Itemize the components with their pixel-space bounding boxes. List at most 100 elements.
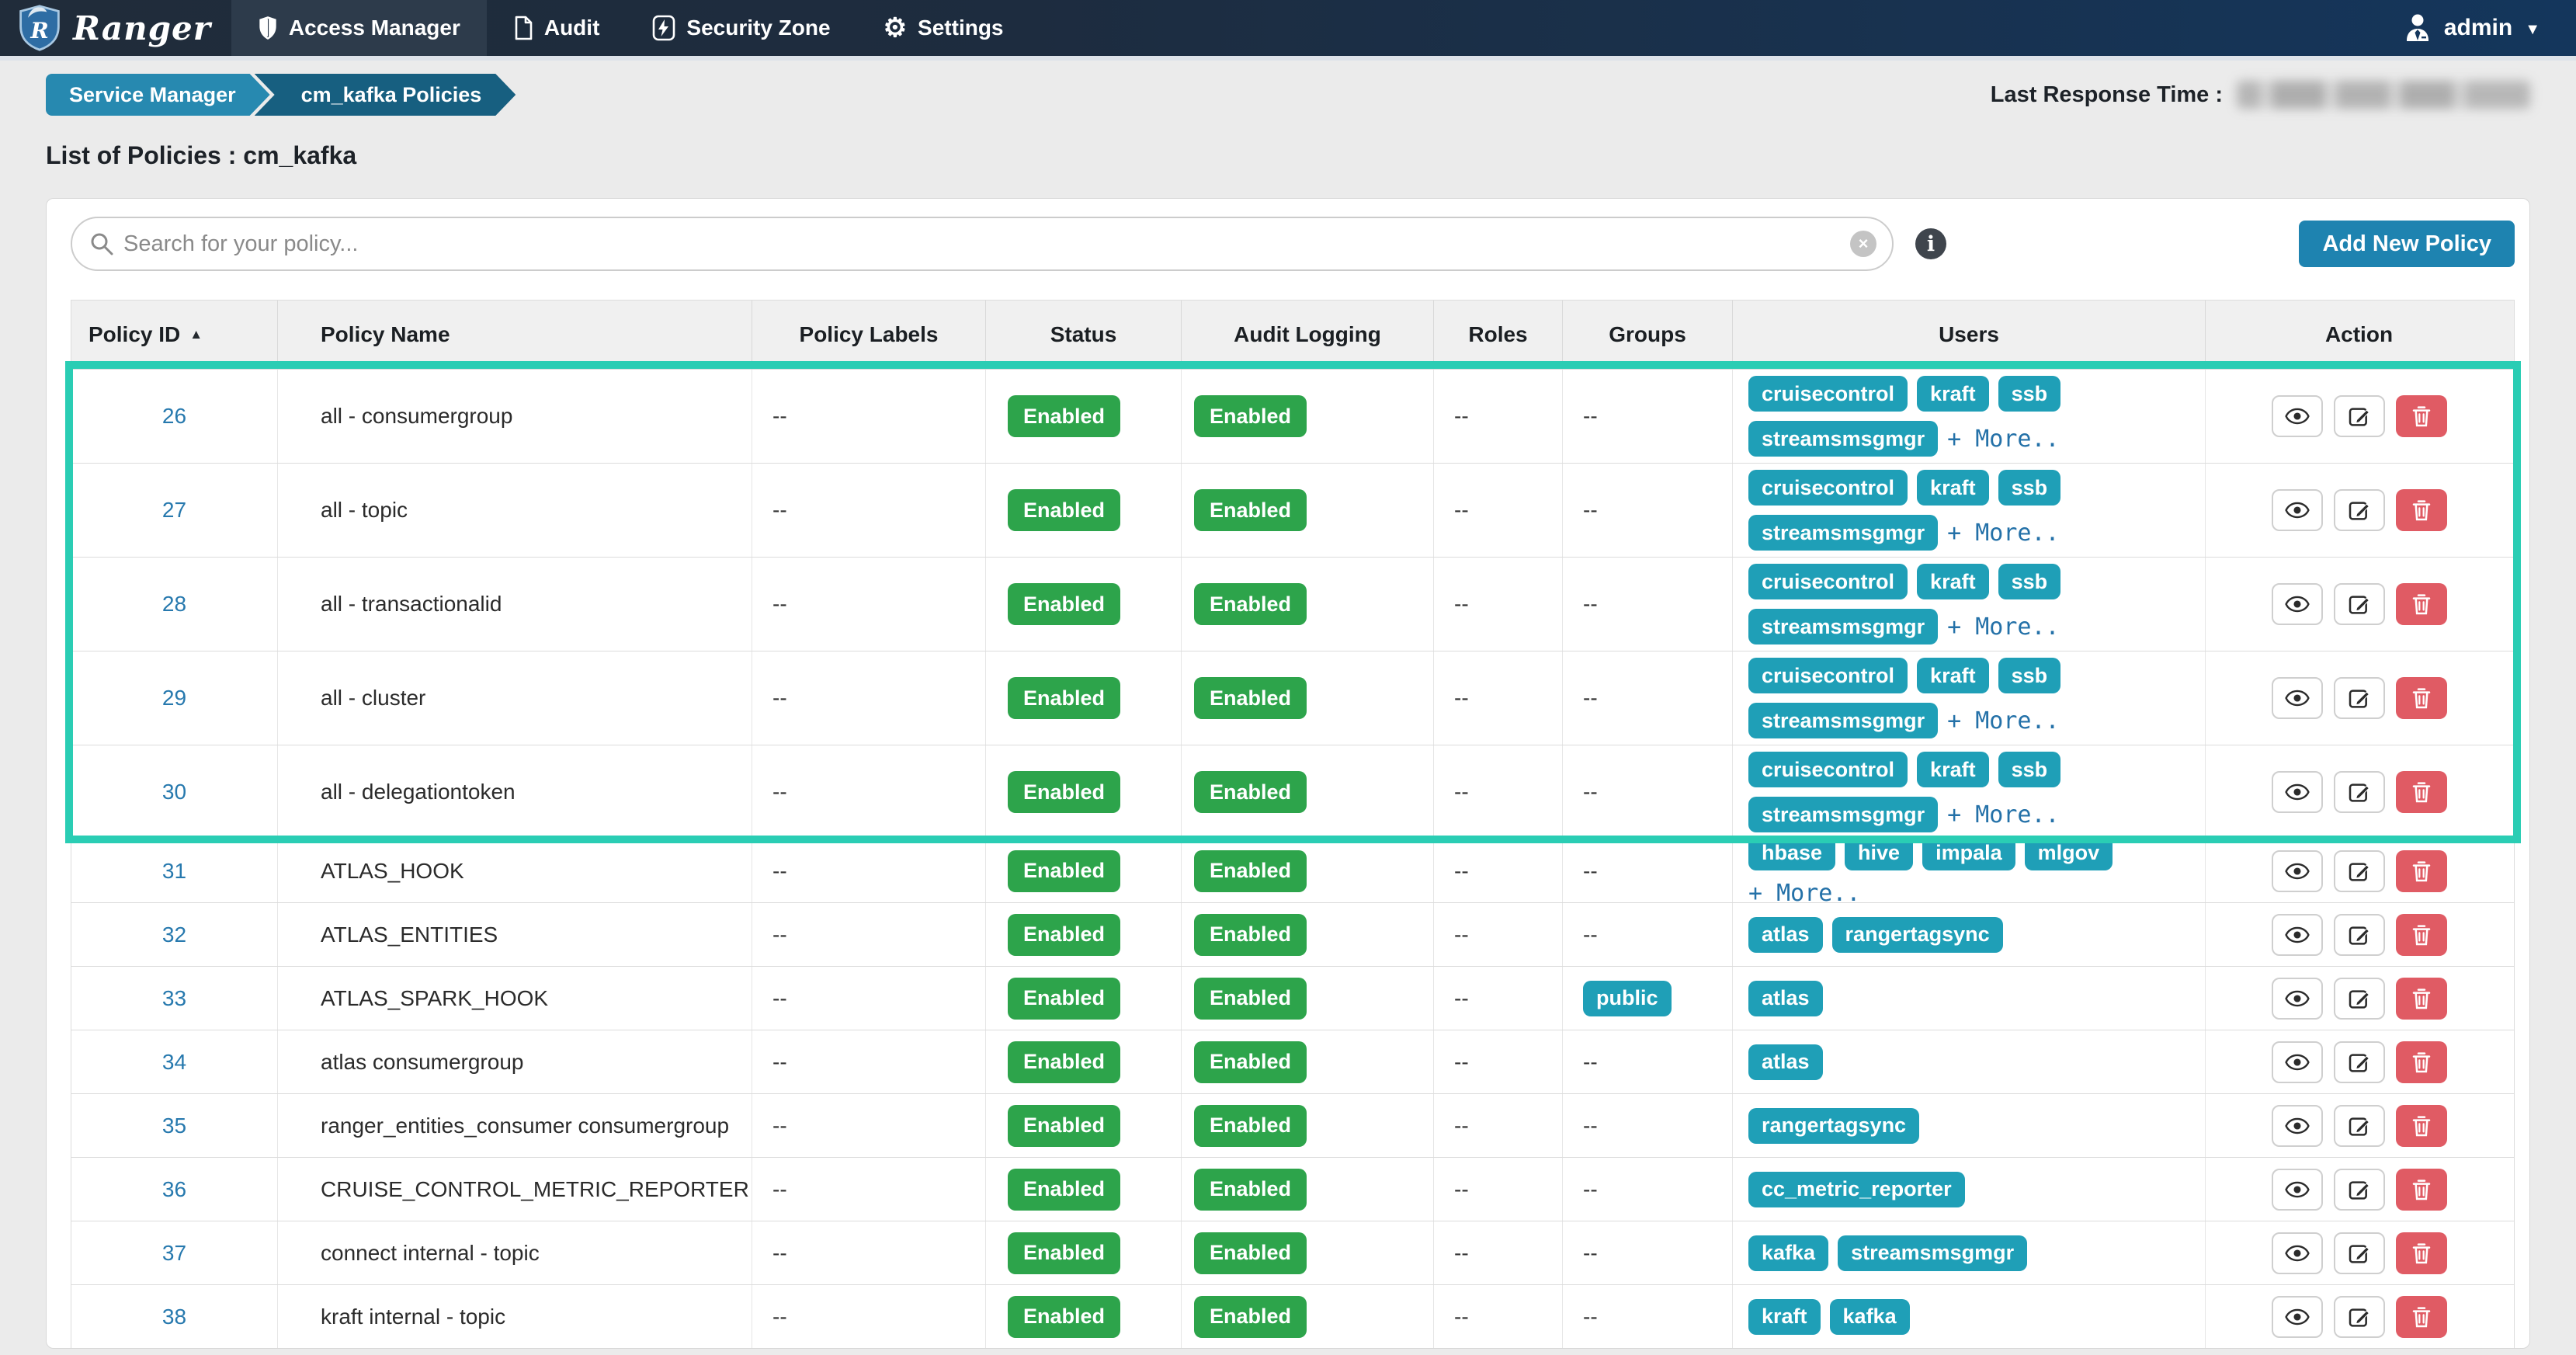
users-cell: kraftkafka bbox=[1733, 1285, 2206, 1348]
policy-id-link[interactable]: 26 bbox=[162, 404, 186, 429]
more-users-link[interactable]: + More.. bbox=[1947, 707, 2060, 735]
trash-policy-button[interactable] bbox=[2396, 583, 2447, 625]
policy-id-link[interactable]: 33 bbox=[162, 986, 186, 1011]
policy-id-link[interactable]: 30 bbox=[162, 780, 186, 804]
trash-policy-button[interactable] bbox=[2396, 1232, 2447, 1274]
more-users-link[interactable]: + More.. bbox=[1947, 613, 2060, 641]
nav-item-access-manager[interactable]: Access Manager bbox=[231, 0, 487, 56]
page-title: List of Policies : cm_kafka bbox=[46, 141, 356, 170]
nav-item-audit[interactable]: Audit bbox=[487, 0, 627, 56]
trash-policy-button[interactable] bbox=[2396, 677, 2447, 719]
more-users-link[interactable]: + More.. bbox=[1947, 426, 2060, 453]
roles-value: -- bbox=[1454, 859, 1469, 884]
table-row-policy-29: 29all - cluster--EnabledEnabled----cruis… bbox=[71, 651, 2514, 745]
user-menu[interactable]: admin ▼ bbox=[2368, 0, 2576, 56]
eye-policy-button[interactable] bbox=[2272, 489, 2323, 531]
trash-policy-button[interactable] bbox=[2396, 850, 2447, 892]
user-group-badge: streamsmsgmgr bbox=[1748, 421, 1938, 457]
edit-policy-button[interactable] bbox=[2334, 1296, 2385, 1338]
eye-icon bbox=[2285, 404, 2310, 429]
policy-labels-value: -- bbox=[772, 859, 787, 884]
trash-policy-button[interactable] bbox=[2396, 914, 2447, 956]
eye-policy-button[interactable] bbox=[2272, 771, 2323, 813]
eye-policy-button[interactable] bbox=[2272, 677, 2323, 719]
eye-policy-button[interactable] bbox=[2272, 1232, 2323, 1274]
edit-policy-button[interactable] bbox=[2334, 1169, 2385, 1211]
policy-id-link[interactable]: 29 bbox=[162, 686, 186, 711]
trash-policy-button[interactable] bbox=[2396, 771, 2447, 813]
eye-policy-button[interactable] bbox=[2272, 1041, 2323, 1083]
eye-policy-button[interactable] bbox=[2272, 978, 2323, 1020]
user-group-badge: rangertagsync bbox=[1748, 1108, 1919, 1144]
action-cell bbox=[2206, 903, 2512, 966]
gear-icon: ⚙ bbox=[884, 15, 907, 41]
policy-id-link[interactable]: 38 bbox=[162, 1305, 186, 1329]
eye-policy-button[interactable] bbox=[2272, 1105, 2323, 1147]
action-cell bbox=[2206, 745, 2512, 839]
trash-policy-button[interactable] bbox=[2396, 1041, 2447, 1083]
groups-value: -- bbox=[1583, 1050, 1598, 1075]
edit-policy-button[interactable] bbox=[2334, 850, 2385, 892]
clear-search-icon[interactable]: × bbox=[1850, 231, 1876, 257]
column-header-label: Action bbox=[2325, 322, 2393, 347]
bolt-icon bbox=[652, 15, 675, 41]
policies-card: × i Add New Policy Policy ID▲Policy Name… bbox=[46, 198, 2530, 1349]
eye-policy-button[interactable] bbox=[2272, 850, 2323, 892]
nav-item-security-zone[interactable]: Security Zone bbox=[626, 0, 856, 56]
user-group-badge: streamsmsgmgr bbox=[1748, 797, 1938, 832]
trash-policy-button[interactable] bbox=[2396, 1296, 2447, 1338]
eye-icon bbox=[2285, 922, 2310, 947]
add-new-policy-button[interactable]: Add New Policy bbox=[2299, 221, 2515, 267]
more-users-link[interactable]: + More.. bbox=[1748, 880, 1861, 902]
user-group-badge: impala bbox=[1922, 839, 2015, 870]
column-header-status: Status bbox=[986, 301, 1182, 369]
edit-policy-button[interactable] bbox=[2334, 978, 2385, 1020]
policy-id-link[interactable]: 28 bbox=[162, 592, 186, 617]
edit-policy-button[interactable] bbox=[2334, 489, 2385, 531]
policy-labels-cell: -- bbox=[752, 1285, 986, 1348]
info-icon[interactable]: i bbox=[1915, 228, 1946, 259]
policy-id-link[interactable]: 34 bbox=[162, 1050, 186, 1075]
user-group-badge: cruisecontrol bbox=[1748, 376, 1908, 412]
svg-text:R: R bbox=[30, 18, 48, 43]
edit-policy-button[interactable] bbox=[2334, 1105, 2385, 1147]
search-input[interactable] bbox=[71, 217, 1894, 271]
table-row-policy-36: 36CRUISE_CONTROL_METRIC_REPORTER--Enable… bbox=[71, 1157, 2514, 1221]
edit-policy-button[interactable] bbox=[2334, 1232, 2385, 1274]
policy-name-cell: CRUISE_CONTROL_METRIC_REPORTER bbox=[278, 1158, 752, 1221]
more-users-link[interactable]: + More.. bbox=[1947, 801, 2060, 829]
breadcrumb-cm-kafka-policies[interactable]: cm_kafka Policies bbox=[255, 74, 516, 116]
nav-item-settings[interactable]: ⚙Settings bbox=[857, 0, 1030, 56]
eye-policy-button[interactable] bbox=[2272, 395, 2323, 437]
user-group-badge: kafka bbox=[1830, 1299, 1910, 1335]
trash-policy-button[interactable] bbox=[2396, 1105, 2447, 1147]
edit-policy-button[interactable] bbox=[2334, 771, 2385, 813]
edit-policy-button[interactable] bbox=[2334, 1041, 2385, 1083]
edit-policy-button[interactable] bbox=[2334, 583, 2385, 625]
policy-id-link[interactable]: 27 bbox=[162, 498, 186, 523]
roles-cell: -- bbox=[1434, 1158, 1563, 1221]
trash-policy-button[interactable] bbox=[2396, 978, 2447, 1020]
eye-policy-button[interactable] bbox=[2272, 1296, 2323, 1338]
users-cell: cruisecontrolkraftssbstreamsmsgmgr+ More… bbox=[1733, 370, 2206, 463]
eye-policy-button[interactable] bbox=[2272, 1169, 2323, 1211]
more-users-link[interactable]: + More.. bbox=[1947, 519, 2060, 547]
edit-policy-button[interactable] bbox=[2334, 914, 2385, 956]
policy-id-link[interactable]: 32 bbox=[162, 922, 186, 947]
audit-logging-cell: Enabled bbox=[1182, 745, 1434, 839]
edit-policy-button[interactable] bbox=[2334, 677, 2385, 719]
eye-policy-button[interactable] bbox=[2272, 583, 2323, 625]
edit-policy-button[interactable] bbox=[2334, 395, 2385, 437]
trash-policy-button[interactable] bbox=[2396, 1169, 2447, 1211]
policy-id-link[interactable]: 37 bbox=[162, 1241, 186, 1266]
breadcrumb-service-manager[interactable]: Service Manager bbox=[46, 74, 270, 116]
nav-item-label: Access Manager bbox=[289, 16, 460, 40]
ranger-brand[interactable]: R Ranger bbox=[0, 0, 231, 56]
trash-policy-button[interactable] bbox=[2396, 395, 2447, 437]
eye-policy-button[interactable] bbox=[2272, 914, 2323, 956]
policy-id-link[interactable]: 36 bbox=[162, 1177, 186, 1202]
trash-policy-button[interactable] bbox=[2396, 489, 2447, 531]
policy-id-link[interactable]: 31 bbox=[162, 859, 186, 884]
column-header-policy-id[interactable]: Policy ID▲ bbox=[71, 301, 278, 369]
policy-id-link[interactable]: 35 bbox=[162, 1114, 186, 1138]
